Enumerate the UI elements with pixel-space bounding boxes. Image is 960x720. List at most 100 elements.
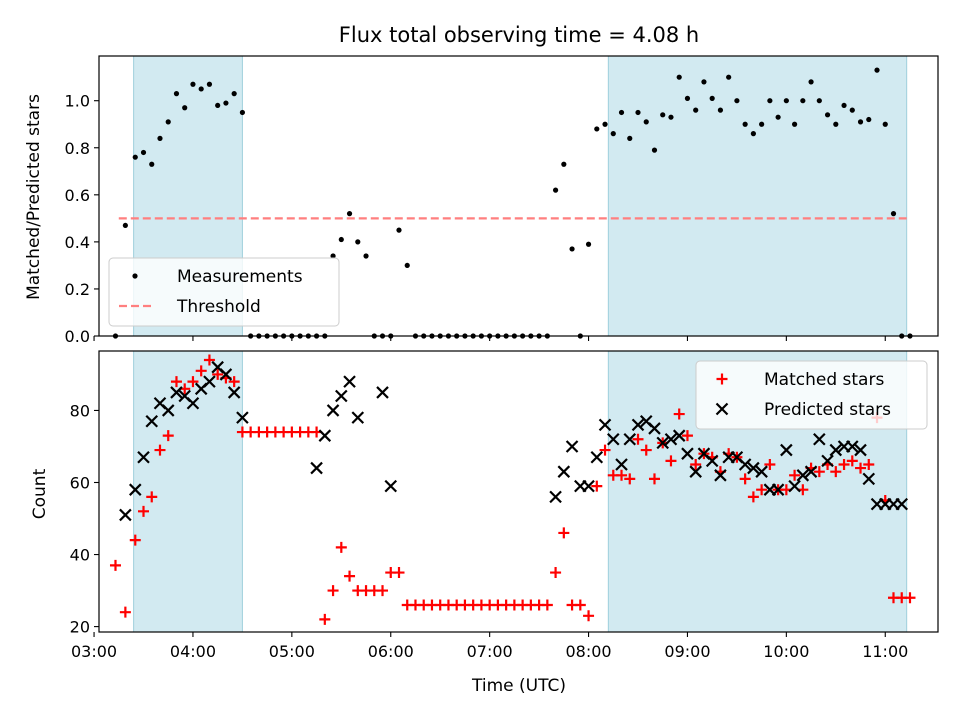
data-point — [684, 95, 691, 101]
x-tick-label: 03:00 — [71, 642, 117, 661]
data-point — [583, 610, 595, 622]
data-point — [330, 253, 336, 259]
data-point — [855, 462, 867, 474]
data-point — [631, 418, 645, 432]
data-point — [561, 161, 567, 167]
data-point — [796, 469, 810, 482]
data-point — [635, 109, 641, 116]
data-point — [326, 404, 340, 417]
x-tick-label: 07:00 — [467, 642, 513, 661]
data-point — [338, 236, 344, 243]
legend-top: Measurements Threshold — [108, 257, 340, 327]
data-point — [890, 211, 897, 217]
data-point — [701, 79, 707, 85]
data-point — [838, 458, 850, 470]
data-point — [591, 480, 603, 492]
data-point — [681, 447, 694, 460]
plot-frame-top — [98, 55, 939, 337]
data-point — [594, 126, 600, 132]
data-point — [129, 534, 141, 546]
data-point — [693, 107, 699, 113]
data-point — [599, 444, 611, 456]
data-point — [377, 585, 389, 597]
data-point — [549, 490, 562, 504]
data-point — [602, 121, 608, 127]
data-point — [676, 74, 682, 80]
data-point — [363, 253, 369, 259]
data-point — [310, 461, 323, 475]
data-point — [756, 484, 768, 496]
y-tick-label: 0.6 — [65, 186, 90, 205]
data-point — [750, 131, 756, 137]
data-point — [874, 67, 880, 73]
observing-window-top-1 — [607, 55, 908, 337]
legend-marker — [715, 402, 729, 416]
data-point — [821, 454, 834, 468]
data-point — [709, 95, 715, 101]
x-tick-label: 10:00 — [763, 642, 809, 661]
data-point — [335, 541, 347, 553]
data-point — [162, 430, 174, 442]
data-point — [705, 454, 719, 468]
data-point — [734, 98, 740, 104]
data-point — [173, 91, 180, 97]
data-point — [863, 458, 875, 470]
x-axis-label: Time (UTC) — [471, 676, 566, 696]
data-point — [632, 433, 644, 445]
data-point — [376, 386, 389, 399]
data-point — [742, 121, 748, 127]
data-point — [813, 466, 825, 478]
data-point — [775, 114, 781, 120]
data-point — [689, 465, 702, 478]
bottom-panel-count: 20 40 60 80 03:00 04:00 05:00 06:00 07:00 08:00 09… — [70, 350, 939, 661]
data-point — [610, 131, 616, 137]
data-point — [714, 469, 727, 482]
y-tick-label: 0.8 — [65, 139, 90, 158]
data-point — [895, 497, 909, 511]
data-point — [239, 109, 246, 116]
data-point — [384, 479, 398, 493]
data-point — [854, 443, 867, 457]
data-point — [223, 100, 229, 106]
top-panel-ratio: 0.0 0.2 0.4 0.6 0.8 1.0 Measurements Threshold — [65, 55, 939, 346]
data-point — [618, 109, 625, 116]
legend-marker — [132, 273, 138, 279]
data-point — [231, 91, 237, 97]
data-point — [816, 98, 822, 104]
data-point — [739, 473, 751, 485]
data-point — [128, 483, 142, 496]
legend-box — [695, 360, 928, 430]
data-point — [343, 375, 356, 388]
data-point — [829, 443, 843, 457]
data-point — [228, 376, 240, 388]
legend-box — [108, 257, 340, 327]
data-point — [673, 408, 685, 420]
plot-frame-bottom — [98, 350, 939, 633]
data-point — [747, 461, 760, 475]
data-point — [569, 246, 575, 252]
data-point — [846, 455, 858, 467]
y-axis-label-count: Count — [30, 468, 50, 519]
data-point — [109, 559, 121, 571]
data-point — [132, 154, 138, 160]
data-point — [830, 466, 842, 478]
data-point — [203, 375, 216, 388]
data-point — [137, 450, 150, 464]
y-tick-label: 80 — [70, 401, 90, 420]
data-point — [615, 458, 628, 471]
data-point — [346, 211, 353, 217]
data-point — [788, 479, 801, 493]
data-point — [857, 119, 864, 125]
chart-title: Flux total observing time = 4.08 h — [339, 23, 699, 47]
data-point — [318, 429, 332, 442]
data-point — [648, 473, 660, 485]
x-tick-label: 09:00 — [664, 642, 710, 661]
data-point — [145, 414, 159, 428]
data-point — [182, 105, 188, 111]
data-point — [198, 86, 204, 92]
data-point — [598, 418, 612, 432]
data-point — [157, 135, 163, 141]
data-point — [165, 119, 171, 125]
legend-label: Threshold — [176, 297, 261, 317]
data-point — [122, 222, 128, 229]
